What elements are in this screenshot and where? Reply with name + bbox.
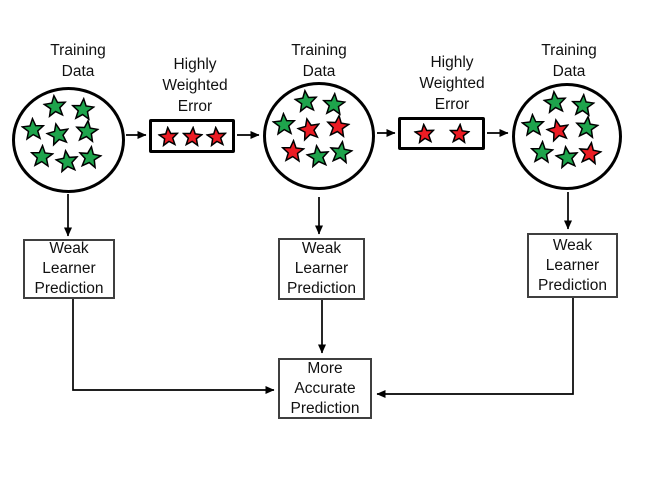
green-star [53, 147, 80, 174]
more-accurate-label: More Accurate Prediction [290, 359, 360, 417]
green-star [42, 93, 68, 119]
green-star [74, 118, 100, 144]
green-star [520, 112, 546, 137]
green-star [271, 111, 297, 136]
red-star [295, 115, 323, 143]
red-star [181, 124, 204, 147]
training-data-label-1: Training Data [50, 42, 106, 80]
green-star [44, 120, 72, 148]
green-star [76, 143, 103, 170]
error-box-1 [149, 119, 235, 153]
arrow-weak3-to-more [376, 298, 574, 398]
training-data-label-3: Training Data [541, 42, 597, 80]
highly-weighted-error-label-2: Highly Weighted Error [419, 54, 485, 113]
green-star [321, 91, 347, 117]
more-accurate-box: More Accurate Prediction [278, 358, 372, 419]
green-star [542, 89, 568, 115]
red-star [412, 122, 436, 145]
training-data-label-2: Training Data [291, 42, 347, 80]
weak-learner-label-2: Weak Learner Prediction [287, 240, 356, 297]
red-star [156, 125, 180, 148]
arrow-weak1-to-more [72, 299, 275, 394]
green-star [293, 88, 319, 114]
weak-learner-box-2: Weak Learner Prediction [278, 238, 365, 300]
weak-learner-label-3: Weak Learner Prediction [538, 236, 607, 294]
weak-learner-box-3: Weak Learner Prediction [527, 233, 618, 298]
highly-weighted-error-label-1: Highly Weighted Error [162, 56, 228, 115]
red-star [280, 138, 306, 163]
green-star [529, 139, 555, 164]
green-star [327, 138, 354, 165]
weak-learner-box-1: Weak Learner Prediction [23, 239, 115, 299]
training-data-circle-3 [512, 83, 622, 190]
green-star [70, 96, 96, 122]
error-box-2 [398, 117, 485, 150]
weak-learner-label-1: Weak Learner Prediction [34, 240, 104, 297]
red-star [576, 139, 603, 166]
green-star [570, 92, 596, 118]
training-data-circle-1 [12, 87, 125, 193]
red-star [325, 113, 351, 139]
green-star [304, 142, 331, 169]
training-data-circle-2 [263, 82, 375, 190]
green-star [553, 143, 580, 170]
green-star [574, 114, 600, 140]
red-star [204, 125, 228, 148]
red-star [544, 116, 572, 144]
green-star [20, 116, 46, 141]
green-star [29, 143, 55, 168]
red-star [448, 122, 471, 145]
